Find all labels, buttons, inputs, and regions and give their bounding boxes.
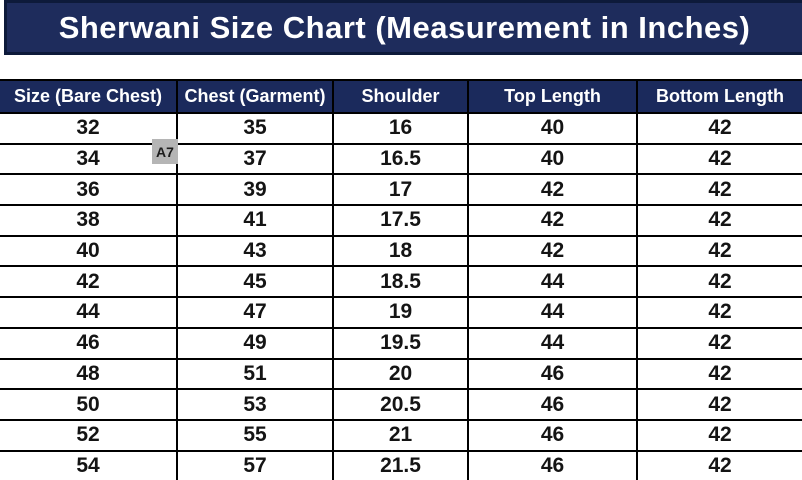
table-cell: 42 (636, 173, 802, 207)
table-cell: 42 (636, 326, 802, 360)
table-cell: 19 (332, 296, 469, 329)
table-cell: 46 (467, 418, 638, 452)
col-header-shoulder: Shoulder (332, 79, 469, 114)
table-row: 54 57 21.5 46 42 (0, 449, 802, 480)
table-cell: 46 (467, 388, 638, 421)
table-cell: 42 (636, 142, 802, 176)
size-table-head: Size (Bare Chest) Chest (Garment) Should… (0, 79, 802, 114)
table-cell: 42 (636, 296, 802, 329)
table-cell: 42 (636, 204, 802, 237)
table-cell: 20 (332, 357, 469, 391)
table-row: 34 37 16.5 40 42 (0, 142, 802, 176)
table-cell: 42 (636, 449, 802, 480)
table-cell: 40 (467, 142, 638, 176)
table-cell: 46 (467, 357, 638, 391)
table-cell: 42 (636, 112, 802, 145)
table-cell: 52 (0, 418, 178, 452)
table-cell: 18.5 (332, 265, 469, 299)
table-cell: 42 (467, 173, 638, 207)
size-table-body: 32 35 16 40 42 34 37 16.5 40 42 36 39 17 42 42 38 41 17.5… (0, 112, 802, 480)
table-cell: 19.5 (332, 326, 469, 360)
cell-reference-badge: A7 (152, 139, 178, 164)
table-cell: 40 (0, 234, 178, 268)
title-banner: Sherwani Size Chart (Measurement in Inch… (4, 0, 802, 55)
table-cell: 17.5 (332, 204, 469, 237)
col-header-bottom-length: Bottom Length (636, 79, 802, 114)
size-table: Size (Bare Chest) Chest (Garment) Should… (0, 79, 802, 480)
table-row: 44 47 19 44 42 (0, 296, 802, 329)
table-row: 50 53 20.5 46 42 (0, 388, 802, 421)
table-cell: 57 (176, 449, 334, 480)
table-cell: 47 (176, 296, 334, 329)
header-row: Size (Bare Chest) Chest (Garment) Should… (0, 79, 802, 114)
table-cell: 37 (176, 142, 334, 176)
table-cell: 18 (332, 234, 469, 268)
table-cell: 42 (636, 265, 802, 299)
col-header-top-length: Top Length (467, 79, 638, 114)
table-cell: 44 (467, 326, 638, 360)
table-cell: 44 (467, 265, 638, 299)
table-cell: 41 (176, 204, 334, 237)
table-cell: 48 (0, 357, 178, 391)
table-cell: 53 (176, 388, 334, 421)
table-cell: 45 (176, 265, 334, 299)
table-cell: 40 (467, 112, 638, 145)
table-row: 48 51 20 46 42 (0, 357, 802, 391)
table-cell: 42 (636, 357, 802, 391)
table-cell: 55 (176, 418, 334, 452)
table-cell: 21.5 (332, 449, 469, 480)
table-cell: 17 (332, 173, 469, 207)
table-row: 40 43 18 42 42 (0, 234, 802, 268)
table-cell: 38 (0, 204, 178, 237)
table-cell: 21 (332, 418, 469, 452)
table-row: 38 41 17.5 42 42 (0, 204, 802, 237)
table-cell: 42 (467, 204, 638, 237)
table-cell: 43 (176, 234, 334, 268)
table-row: 52 55 21 46 42 (0, 418, 802, 452)
table-cell: 49 (176, 326, 334, 360)
table-cell: 42 (0, 265, 178, 299)
table-cell: 20.5 (332, 388, 469, 421)
table-cell: 44 (0, 296, 178, 329)
table-cell: 36 (0, 173, 178, 207)
table-row: 42 45 18.5 44 42 (0, 265, 802, 299)
table-cell: 34 (0, 142, 178, 176)
col-header-size-bare-chest: Size (Bare Chest) (0, 79, 178, 114)
table-cell: 16 (332, 112, 469, 145)
table-cell: 42 (636, 234, 802, 268)
table-cell: 44 (467, 296, 638, 329)
table-cell: 54 (0, 449, 178, 480)
table-cell: 42 (636, 418, 802, 452)
page-title: Sherwani Size Chart (Measurement in Inch… (58, 9, 751, 45)
table-cell: 39 (176, 173, 334, 207)
table-row: 32 35 16 40 42 (0, 112, 802, 145)
col-header-chest-garment: Chest (Garment) (176, 79, 334, 114)
table-cell: 46 (0, 326, 178, 360)
table-row: 46 49 19.5 44 42 (0, 326, 802, 360)
size-table-wrap: Size (Bare Chest) Chest (Garment) Should… (0, 79, 802, 480)
table-cell: 16.5 (332, 142, 469, 176)
table-cell: 35 (176, 112, 334, 145)
table-cell: 51 (176, 357, 334, 391)
table-row: 36 39 17 42 42 (0, 173, 802, 207)
table-cell: 32 (0, 112, 178, 145)
table-cell: 46 (467, 449, 638, 480)
table-cell: 42 (636, 388, 802, 421)
table-cell: 42 (467, 234, 638, 268)
table-cell: 50 (0, 388, 178, 421)
